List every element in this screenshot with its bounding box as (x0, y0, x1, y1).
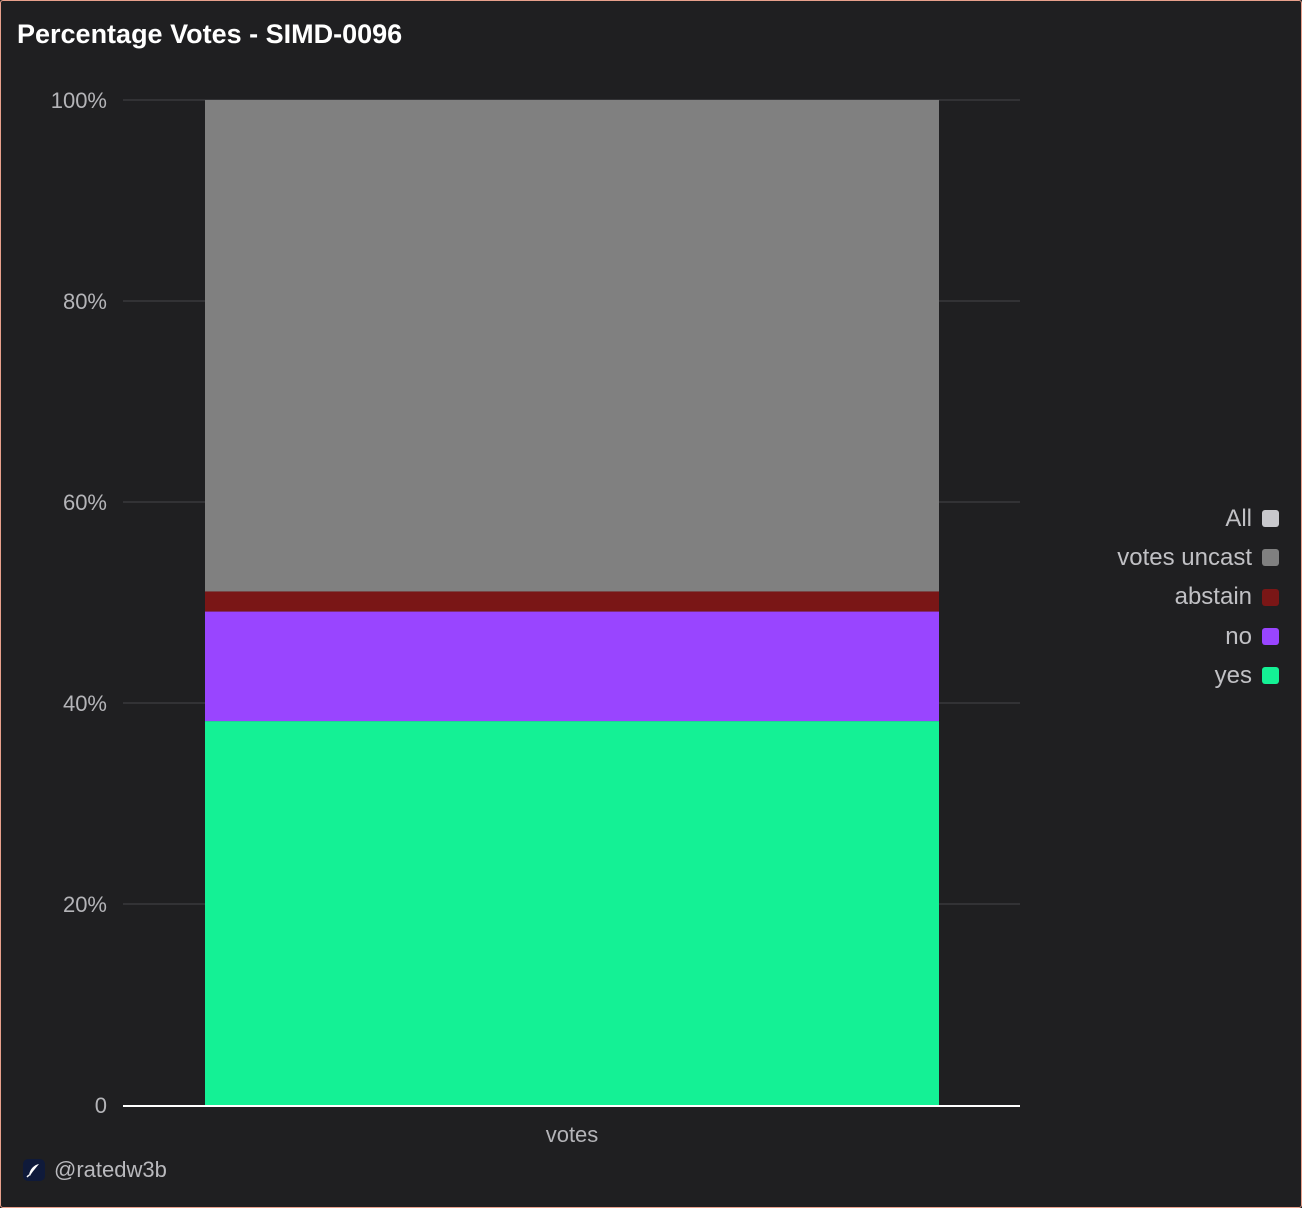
legend-swatch (1262, 667, 1279, 685)
legend-label: yes (1214, 661, 1252, 689)
legend-swatch (1262, 510, 1279, 528)
feather-icon (23, 1159, 45, 1181)
legend-swatch (1262, 588, 1279, 606)
bar-segment-yes (205, 721, 939, 1105)
attribution-handle: @ratedw3b (54, 1157, 167, 1182)
y-tick-label: 80% (63, 289, 107, 314)
legend-label: no (1225, 622, 1252, 650)
y-tick-label: 40% (63, 691, 107, 716)
legend-item-abstain[interactable]: abstain (1175, 578, 1279, 617)
bar-segment-abstain (205, 591, 939, 612)
bar-segment-no (205, 611, 939, 722)
legend-item-votes-uncast[interactable]: votes uncast (1117, 538, 1279, 577)
y-tick-label: 100% (51, 88, 107, 113)
y-tick-label: 0 (95, 1093, 107, 1118)
legend-label: votes uncast (1117, 543, 1252, 571)
chart-title: Percentage Votes - SIMD-0096 (17, 19, 403, 49)
attribution: @ratedw3b (23, 1157, 167, 1183)
x-category-label: votes (546, 1122, 599, 1147)
legend-item-no[interactable]: no (1225, 617, 1279, 656)
legend-label: abstain (1174, 583, 1252, 611)
legend-item-all[interactable]: All (1225, 499, 1279, 538)
y-tick-label: 20% (63, 892, 107, 917)
legend-swatch (1262, 549, 1279, 567)
legend-label: All (1225, 504, 1252, 532)
legend-swatch (1262, 628, 1279, 646)
chart-legend: All votes uncast abstain no yes (1117, 499, 1279, 695)
y-tick-label: 60% (63, 490, 107, 515)
bar-segment-votes-uncast (205, 100, 939, 592)
legend-item-yes[interactable]: yes (1215, 656, 1279, 695)
